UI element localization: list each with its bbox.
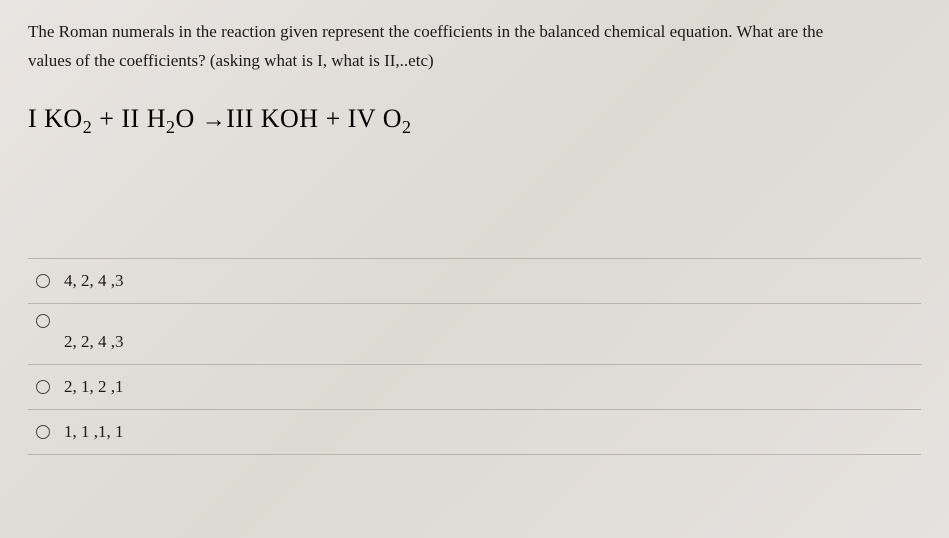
question-line-1: The Roman numerals in the reaction given… [28, 22, 823, 41]
equation-sub-3: 2 [402, 117, 412, 137]
question-prompt: The Roman numerals in the reaction given… [28, 18, 921, 76]
option-row[interactable]: 4, 2, 4 ,3 [28, 259, 921, 304]
option-label: 4, 2, 4 ,3 [64, 271, 124, 291]
option-label: 1, 1 ,1, 1 [64, 422, 124, 442]
option-row[interactable]: 2, 1, 2 ,1 [28, 365, 921, 410]
option-row[interactable]: 1, 1 ,1, 1 [28, 410, 921, 455]
chemical-equation: I KO2 + II H2O →III KOH + IV O2 [28, 104, 921, 138]
option-label: 2, 1, 2 ,1 [64, 377, 124, 397]
radio-icon[interactable] [36, 425, 50, 439]
radio-icon[interactable] [36, 314, 50, 328]
equation-part-2: + II H [92, 104, 166, 133]
options-list: 4, 2, 4 ,3 2, 2, 4 ,3 2, 1, 2 ,1 1, 1 ,1… [28, 258, 921, 455]
option-row[interactable]: 2, 2, 4 ,3 [28, 304, 921, 365]
equation-part-4: III KOH + IV O [226, 104, 402, 133]
radio-icon[interactable] [36, 274, 50, 288]
equation-sub-1: 2 [83, 117, 93, 137]
option-label: 2, 2, 4 ,3 [64, 332, 124, 352]
radio-icon[interactable] [36, 380, 50, 394]
equation-part-3: O [175, 104, 201, 133]
arrow-icon: → [202, 107, 227, 134]
question-line-2: values of the coefficients? (asking what… [28, 51, 434, 70]
equation-part-1: I KO [28, 104, 83, 133]
